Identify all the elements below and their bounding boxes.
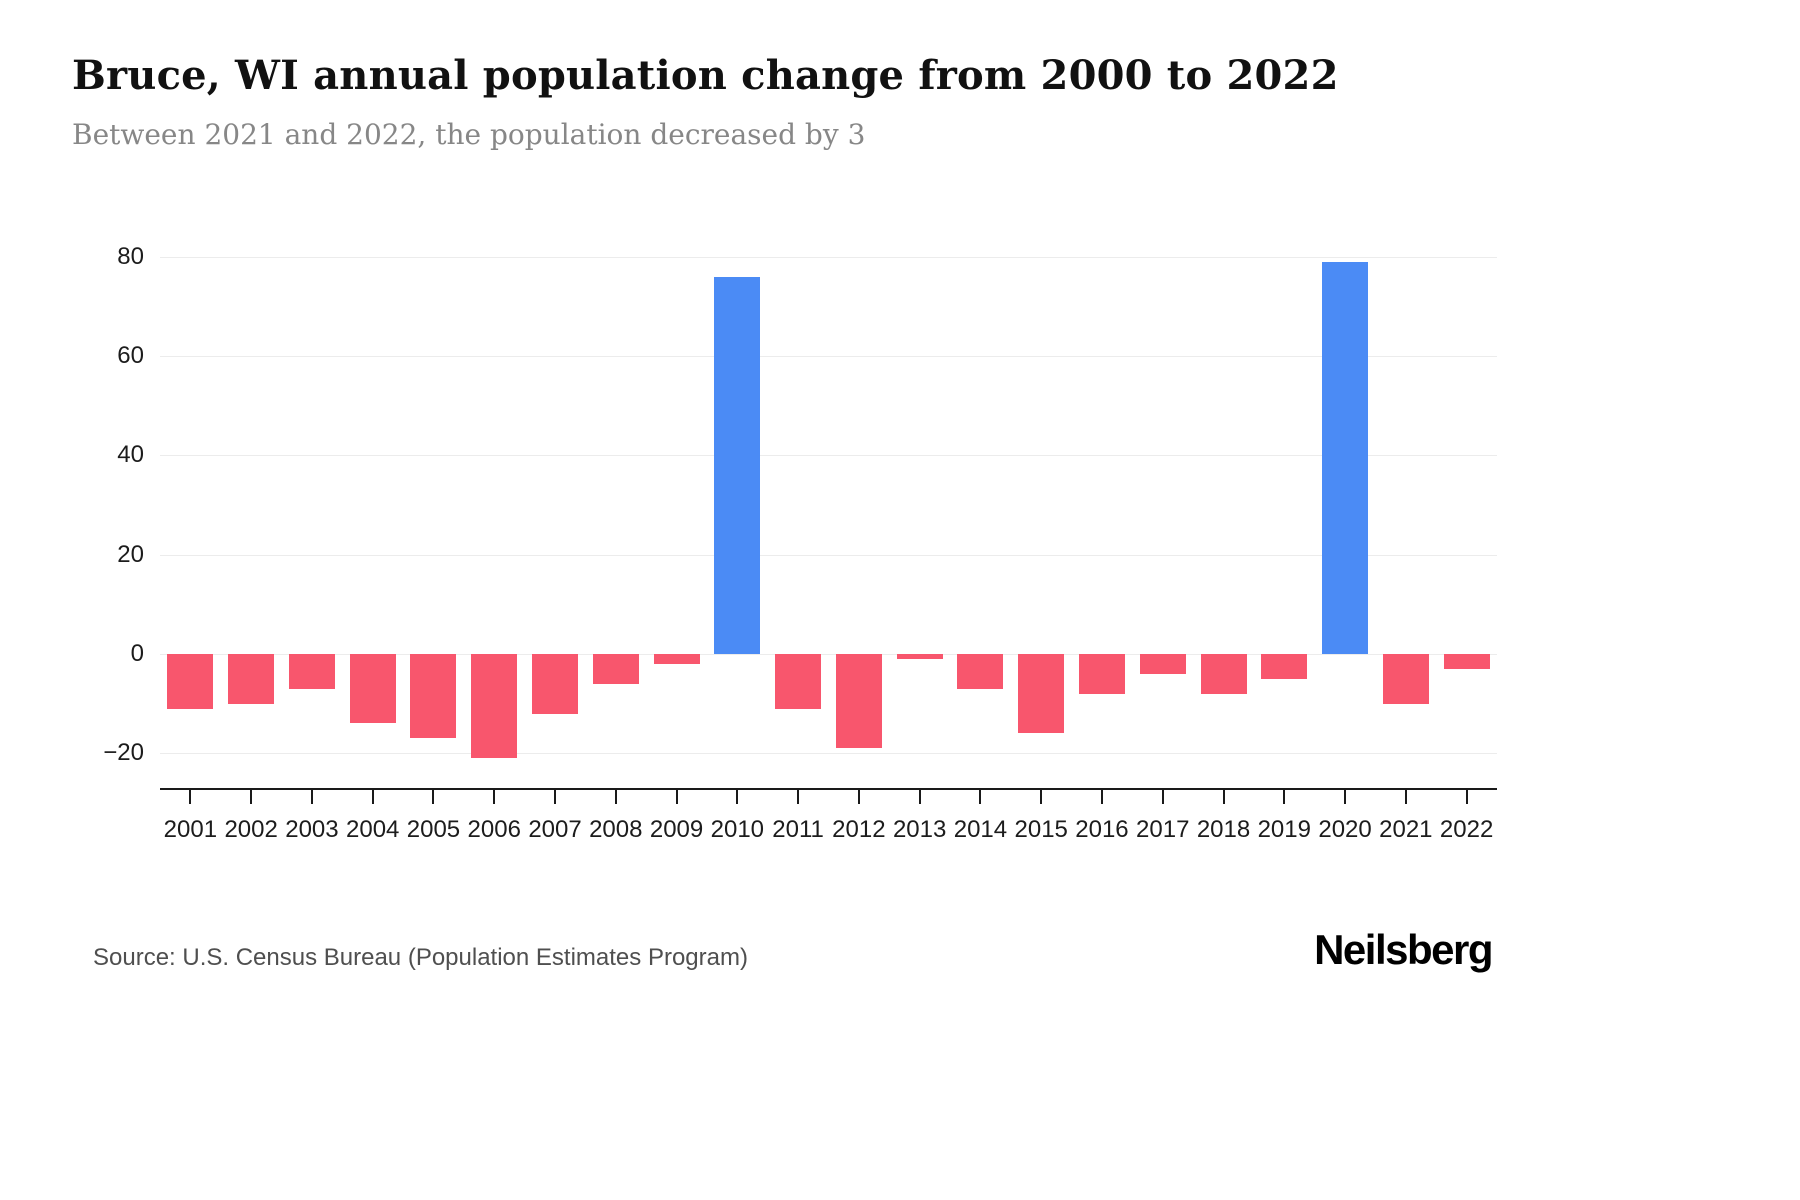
x-axis-label-2019: 2019	[1257, 816, 1311, 843]
bar-2018[interactable]	[1200, 653, 1247, 694]
x-axis-label-2012: 2012	[832, 816, 886, 843]
x-axis-tick	[310, 790, 313, 804]
bar-chart-plot-area: −20 0 20 40 60 80 2001 2002 2003 2004 2005 2006 2007…	[103, 232, 1497, 843]
x-axis-label-2002: 2002	[224, 816, 278, 843]
bar-2009[interactable]	[653, 653, 700, 664]
bar-2012[interactable]	[835, 653, 882, 749]
bar-2002[interactable]	[228, 653, 275, 704]
gridline-y-80	[160, 256, 1497, 258]
bar-2014[interactable]	[957, 653, 1004, 689]
x-axis-tick	[1344, 790, 1347, 804]
x-axis-tick	[1465, 790, 1468, 804]
bar-2011[interactable]	[775, 653, 822, 709]
chart-subtitle: Between 2021 and 2022, the population de…	[72, 118, 866, 151]
x-axis-tick	[1404, 790, 1407, 804]
x-axis-tick	[675, 790, 678, 804]
bar-2019[interactable]	[1261, 653, 1308, 679]
bar-2006[interactable]	[471, 653, 518, 759]
x-axis-label-2014: 2014	[953, 816, 1008, 843]
bar-2005[interactable]	[410, 653, 457, 739]
x-axis-tick	[250, 790, 253, 804]
x-axis-label-2016: 2016	[1075, 816, 1129, 843]
y-axis-tick-label: −20	[103, 739, 144, 767]
x-axis-label-2003: 2003	[285, 816, 339, 843]
bar-2010[interactable]	[714, 276, 761, 654]
x-axis-tick	[918, 790, 921, 804]
bar-2001[interactable]	[167, 653, 214, 709]
x-axis-tick	[857, 790, 860, 804]
y-axis-tick-label: 40	[117, 441, 144, 469]
bar-2015[interactable]	[1018, 653, 1065, 734]
neilsberg-logo: Neilsberg	[1314, 926, 1493, 973]
x-axis-tick	[1222, 790, 1225, 804]
x-axis-label-2021: 2021	[1379, 816, 1433, 843]
x-axis-label-2015: 2015	[1014, 816, 1068, 843]
bar-2022[interactable]	[1443, 653, 1490, 669]
x-axis-tick	[371, 790, 374, 804]
x-axis-tick	[432, 790, 435, 804]
bar-2017[interactable]	[1139, 653, 1186, 674]
x-axis-label-2009: 2009	[649, 816, 704, 843]
x-axis-label-2005: 2005	[406, 816, 461, 843]
gridline-y-20	[160, 554, 1497, 556]
source-attribution: Source: U.S. Census Bureau (Population E…	[93, 944, 748, 971]
chart-title: Bruce, WI annual population change from …	[72, 52, 1339, 99]
x-axis-label-2001: 2001	[163, 816, 218, 843]
x-axis-label-2022: 2022	[1439, 816, 1494, 843]
x-axis-label-2011: 2011	[772, 816, 824, 843]
bar-2004[interactable]	[349, 653, 396, 724]
y-axis-tick-label: 60	[117, 342, 144, 370]
x-axis-label-2017: 2017	[1136, 816, 1190, 843]
x-axis-tick	[554, 790, 557, 804]
bar-2020[interactable]	[1322, 261, 1369, 654]
x-axis-tick	[1283, 790, 1286, 804]
x-axis-label-2013: 2013	[892, 816, 947, 843]
gridline-y-0	[160, 653, 1497, 655]
x-axis-label-2004: 2004	[346, 816, 400, 843]
y-axis-tick-label: 0	[130, 639, 144, 667]
x-axis-tick	[979, 790, 982, 804]
bar-2016[interactable]	[1078, 653, 1125, 694]
x-axis-tick	[1040, 790, 1043, 804]
bar-2021[interactable]	[1382, 653, 1429, 704]
bar-2013[interactable]	[896, 653, 943, 659]
x-axis-label-2007: 2007	[528, 816, 582, 843]
x-axis-tick	[736, 790, 739, 804]
x-axis-tick	[493, 790, 496, 804]
x-axis-label-2020: 2020	[1318, 816, 1372, 843]
x-axis-tick	[189, 790, 192, 804]
x-axis-tick	[797, 790, 800, 804]
x-axis-tick	[614, 790, 617, 804]
x-axis-label-2006: 2006	[467, 816, 521, 843]
gridline-y-40	[160, 455, 1497, 457]
x-axis-tick	[1161, 790, 1164, 804]
x-axis-label-2018: 2018	[1196, 816, 1251, 843]
y-axis-tick-label: 20	[117, 540, 144, 568]
bar-2003[interactable]	[288, 653, 335, 689]
x-axis-label-2008: 2008	[589, 816, 643, 843]
gridline-y--20	[160, 753, 1497, 755]
bar-2008[interactable]	[592, 653, 639, 684]
x-axis-label-2010: 2010	[710, 816, 765, 843]
y-axis-tick-label: 80	[117, 242, 144, 270]
bar-2007[interactable]	[532, 653, 579, 714]
x-axis-tick	[1100, 790, 1103, 804]
gridline-y-60	[160, 356, 1497, 358]
